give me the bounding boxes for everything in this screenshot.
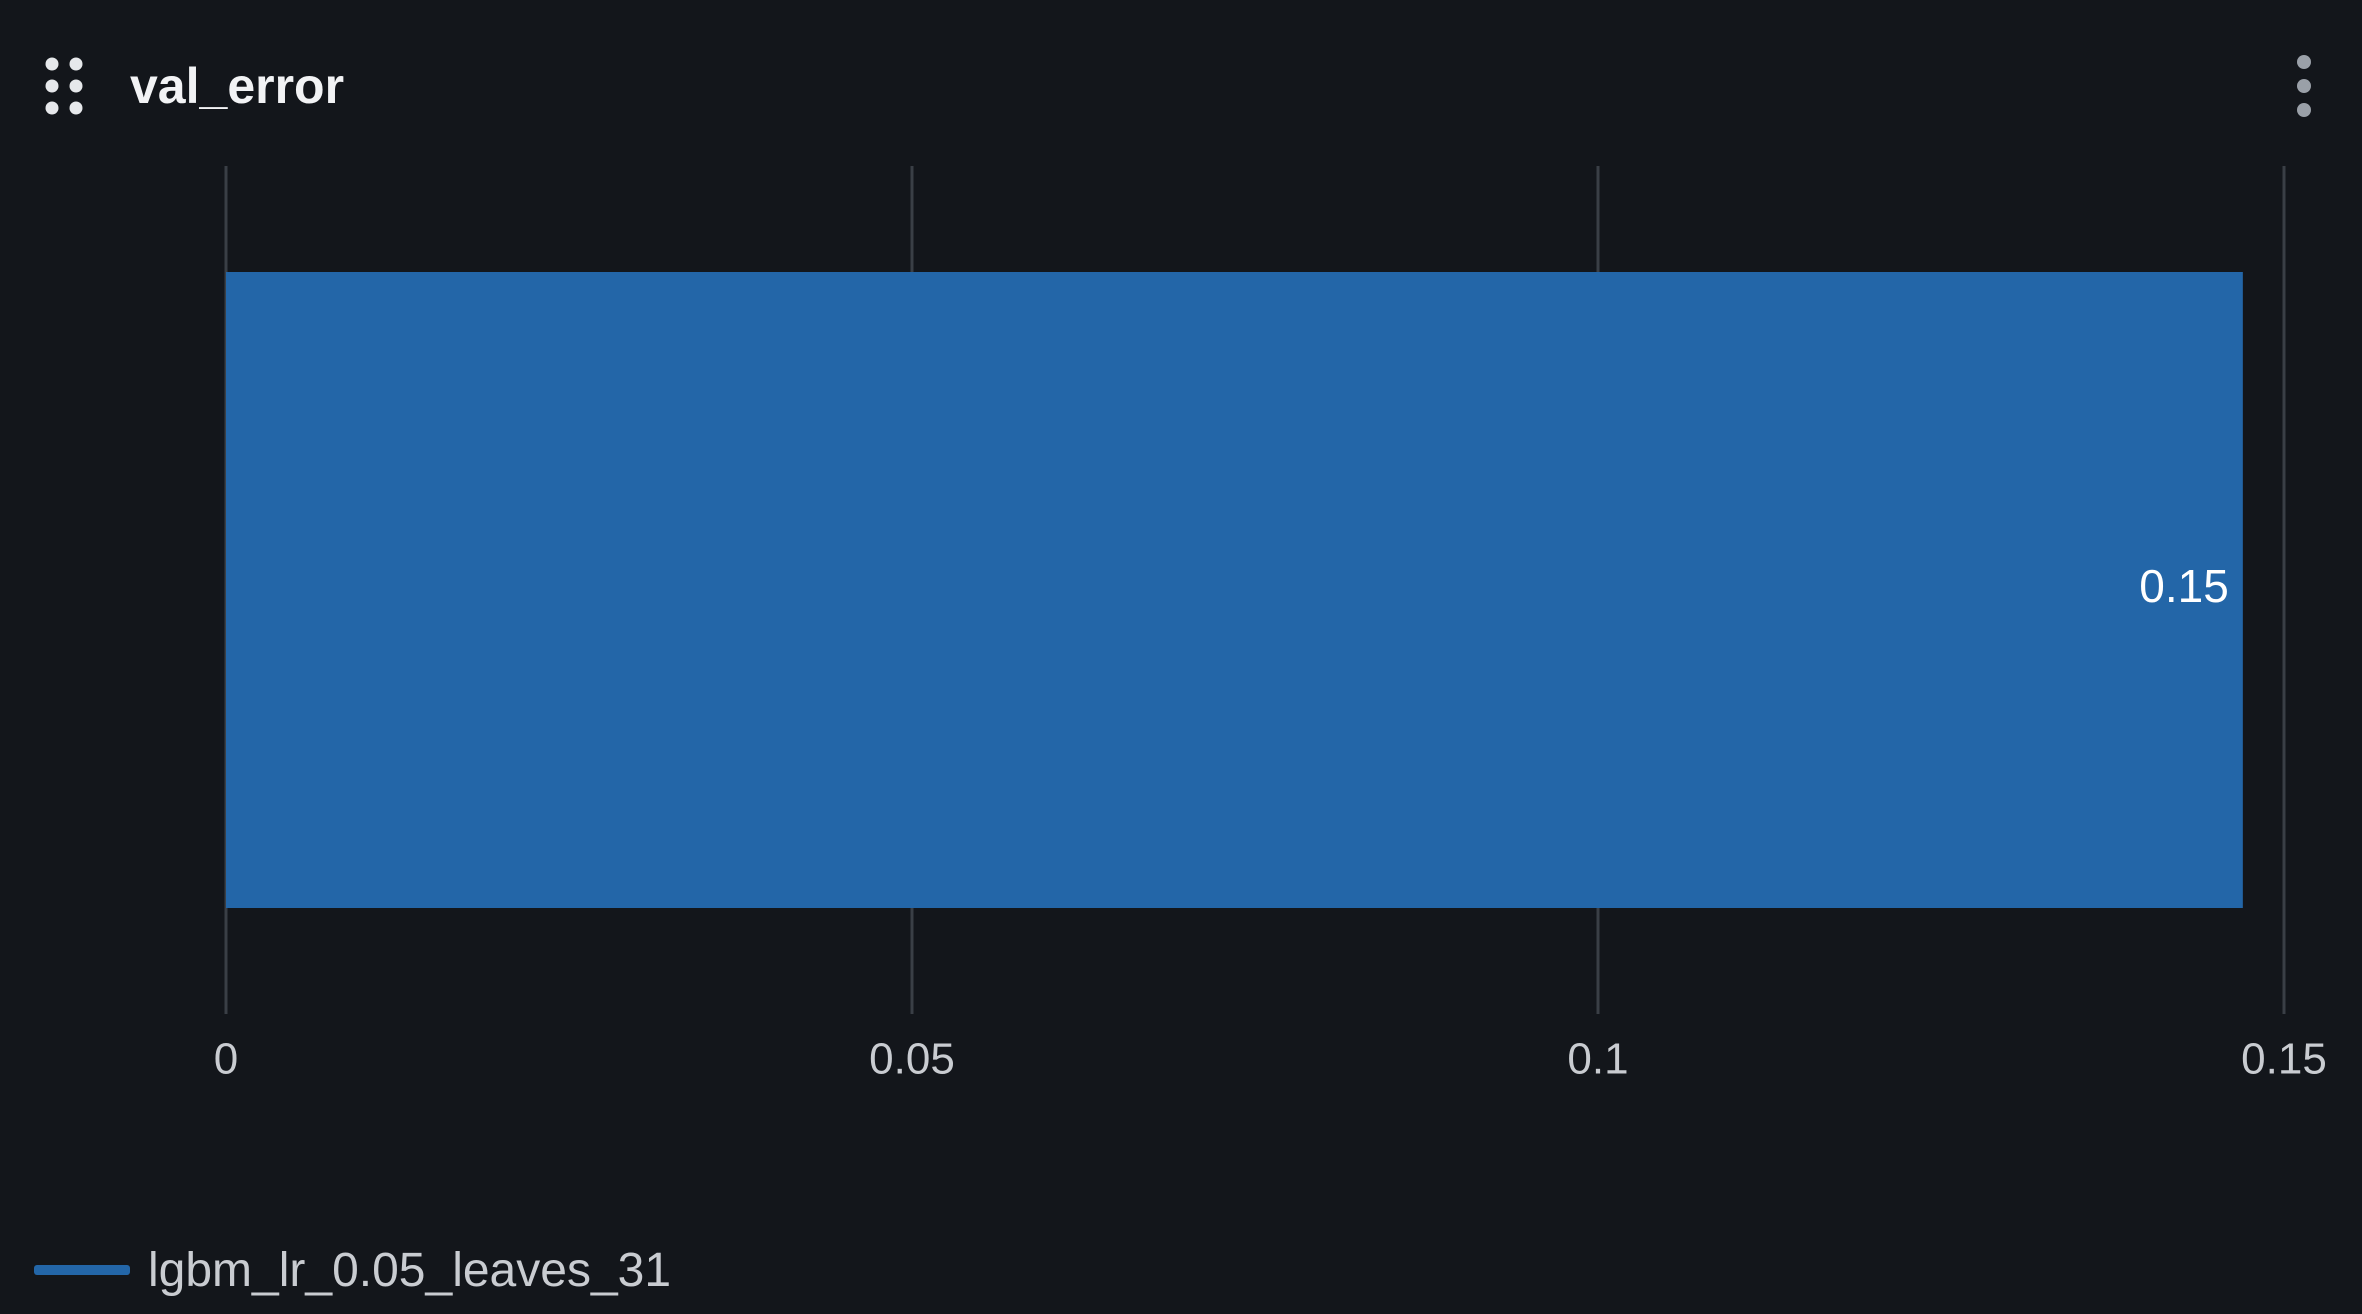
bar-chart: 0.15 0 0.05 0.1 0.15 bbox=[214, 166, 2327, 1084]
legend-item[interactable]: lgbm_lr_0.05_leaves_31 bbox=[34, 1240, 671, 1300]
panel-header: val_error bbox=[0, 0, 2362, 150]
x-tick-label: 0.05 bbox=[869, 1035, 955, 1084]
bar-value-label: 0.15 bbox=[2139, 560, 2229, 612]
legend-swatch bbox=[34, 1265, 130, 1275]
bar bbox=[226, 272, 2243, 908]
x-tick-label: 0 bbox=[214, 1035, 238, 1084]
drag-handle-icon[interactable] bbox=[44, 56, 86, 116]
x-axis-ticks: 0 0.05 0.1 0.15 bbox=[214, 1035, 2327, 1084]
x-tick-label: 0.15 bbox=[2241, 1035, 2327, 1084]
x-tick-label: 0.1 bbox=[1567, 1035, 1628, 1084]
bars: 0.15 bbox=[226, 272, 2243, 908]
more-vertical-icon[interactable] bbox=[2282, 52, 2326, 122]
legend-label: lgbm_lr_0.05_leaves_31 bbox=[148, 1243, 672, 1297]
panel-title: val_error bbox=[130, 58, 345, 114]
